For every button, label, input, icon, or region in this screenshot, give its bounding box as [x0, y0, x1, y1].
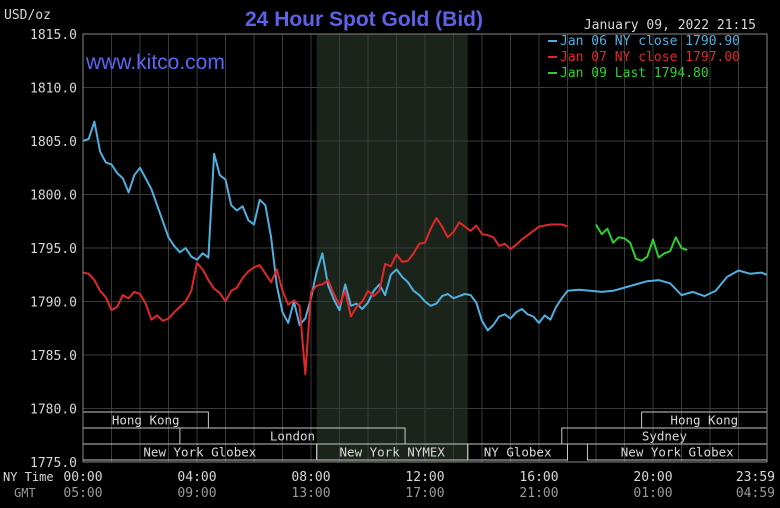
legend-label: Jan 07 NY close 1797.00: [560, 50, 740, 65]
legend-label: Jan 09 Last 1794.80: [560, 66, 709, 81]
gridlines: [82, 33, 768, 463]
y-tick-label: 1810.0: [30, 82, 77, 97]
x-gmt-tick-label: 09:00: [177, 486, 216, 501]
x-tick-label: 04:00: [177, 470, 216, 485]
x-gmt-tick-label: 13:00: [291, 486, 330, 501]
session-label: New York Globex: [143, 445, 256, 460]
x-tick-label: 20:00: [633, 470, 672, 485]
session-label: NY Globex: [484, 445, 552, 460]
session-label: New York NYMEX: [340, 445, 446, 460]
y-tick-label: 1815.0: [30, 28, 77, 43]
x-gmt-tick-label: 01:00: [633, 486, 672, 501]
y-tick-label: 1785.0: [30, 349, 77, 364]
session-label: London: [270, 429, 315, 444]
legend-label: Jan 06 NY close 1790.90: [560, 34, 740, 49]
x-tick-label: 00:00: [63, 470, 102, 485]
x-gmt-tick-label: 04:59: [736, 486, 775, 501]
y-tick-label: 1790.0: [30, 296, 77, 311]
x-gmt-tick-label: 17:00: [405, 486, 444, 501]
session-label: Hong Kong: [112, 413, 180, 428]
session-label: New York Globex: [621, 445, 734, 460]
series-layer: [82, 120, 768, 376]
y-tick-label: 1800.0: [30, 189, 77, 204]
y-tick-label: 1780.0: [30, 403, 77, 418]
ny-time-label: NY Time: [3, 470, 54, 484]
website-label: www.kitco.com: [85, 51, 225, 74]
chart-title: 24 Hour Spot Gold (Bid): [245, 8, 483, 31]
x-tick-label: 16:00: [519, 470, 558, 485]
y-axis: 1775.0 1780.0 1785.0 1790.0 1795.0 1800.0 1805…: [30, 28, 77, 471]
series-line: [82, 217, 568, 376]
x-tick-label: 12:00: [405, 470, 444, 485]
y-tick-label: 1795.0: [30, 242, 77, 257]
market-sessions: Hong Kong London New York Globex New York N…: [82, 411, 768, 461]
x-tick-label: 08:00: [291, 470, 330, 485]
unit-label: USD/oz: [4, 8, 51, 23]
session-label: Hong Kong: [670, 413, 738, 428]
plot-frame: [82, 33, 768, 463]
y-tick-label: 1775.0: [30, 456, 77, 471]
x-gmt-tick-label: 21:00: [519, 486, 558, 501]
y-tick-label: 1805.0: [30, 135, 77, 150]
x-tick-label: 23:59: [736, 470, 775, 485]
series-line: [82, 120, 768, 332]
session-label: Sydney: [642, 429, 688, 444]
session-box: [467, 443, 568, 461]
timestamp: January 09, 2022 21:15: [584, 18, 756, 33]
x-gmt-tick-label: 05:00: [63, 486, 102, 501]
gmt-label: GMT: [14, 486, 36, 500]
series-line: [595, 223, 688, 262]
